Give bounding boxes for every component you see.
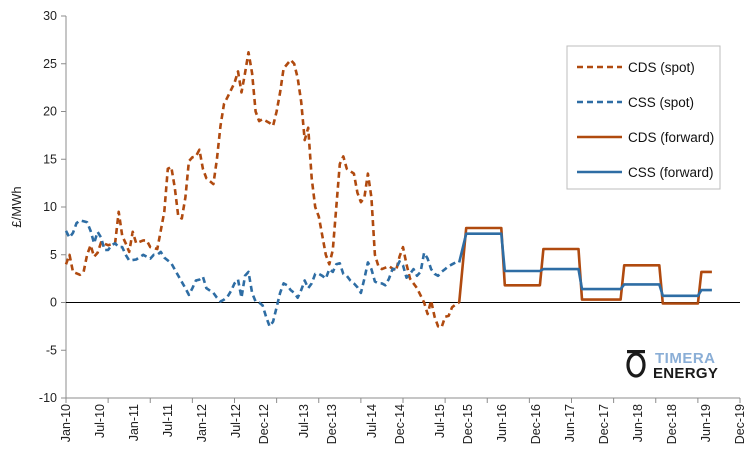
series-layer (64, 51, 712, 329)
x-tick-label: Jun-17 (563, 404, 577, 442)
x-tick-label: Dec-17 (597, 404, 611, 444)
y-tick-label: -5 (46, 343, 57, 357)
x-tick-label: Jun-16 (495, 404, 509, 442)
x-tick-label: Dec-12 (257, 404, 271, 444)
legend-label: CSS (forward) (628, 165, 714, 180)
axes: -10 -5 0 5 10 15 20 25 30 £/MWh Jan-10 Jul-10 Jan-11… (9, 9, 747, 444)
legend-label: CDS (forward) (628, 130, 714, 145)
x-tick-label: Dec-14 (393, 404, 407, 444)
y-tick-label: 25 (43, 57, 57, 71)
y-tick-label: 15 (43, 152, 57, 166)
x-tick-label: Dec-19 (733, 404, 747, 444)
timera-energy-logo: TIMERA ENERGY (626, 350, 718, 382)
x-tick-label: Jul-14 (365, 404, 379, 438)
x-tick-label: Dec-15 (461, 404, 475, 444)
legend-label: CDS (spot) (628, 60, 695, 75)
x-tick-label: Jan-11 (127, 404, 141, 441)
series-line-css-forward (457, 232, 712, 298)
y-tick-label: 20 (43, 105, 57, 119)
x-tick-label: Jan-12 (195, 404, 209, 442)
x-tick-label: Jul-11 (161, 404, 175, 437)
x-tick-label: Jul-13 (297, 404, 311, 438)
y-tick-label: 0 (50, 296, 57, 310)
x-tick-label: Jan-10 (59, 404, 73, 442)
series-line-css-spot (64, 219, 460, 328)
legend: CDS (spot) CSS (spot) CDS (forward) CSS (fo… (566, 45, 721, 190)
y-axis-label: £/MWh (9, 186, 24, 227)
y-tick-label: 30 (43, 9, 57, 23)
legend-label: CSS (spot) (628, 95, 694, 110)
logo-mark-icon (626, 350, 646, 378)
series-line-cds-spot (64, 51, 460, 329)
y-tick-label: -10 (39, 391, 57, 405)
logo-line1: TIMERA (655, 350, 716, 367)
logo-line2: ENERGY (653, 365, 718, 382)
x-tick-label: Jul-10 (93, 404, 107, 438)
legend-box (566, 45, 721, 190)
y-tick-label: 10 (43, 200, 57, 214)
x-tick-label: Dec-16 (529, 404, 543, 444)
x-tick-label: Dec-13 (325, 404, 339, 444)
x-tick-label: Jul-15 (433, 404, 447, 438)
x-tick-label: Jun-19 (699, 404, 713, 442)
x-tick-label: Jun-18 (631, 404, 645, 442)
y-tick-label: 5 (50, 248, 57, 262)
series-line-cds-forward (457, 226, 712, 305)
x-tick-label: Jul-12 (229, 404, 243, 438)
x-tick-label: Dec-18 (665, 404, 679, 444)
